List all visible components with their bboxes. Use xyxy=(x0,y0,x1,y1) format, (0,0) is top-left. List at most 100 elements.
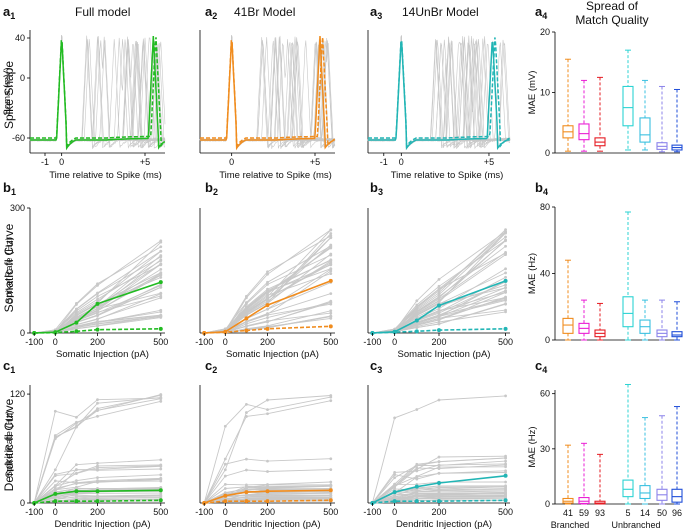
fi-b3-trace-point xyxy=(504,308,507,312)
fi-b2-trace-point xyxy=(266,295,269,299)
spike-a1-target-trace xyxy=(30,37,166,149)
fi-c3-target-point xyxy=(503,498,508,503)
fi-b1-target-point xyxy=(74,329,79,334)
fi-b1-trace-point xyxy=(159,276,163,279)
fi-c2-trace-point xyxy=(223,482,227,486)
fi-b3-trace-point xyxy=(437,295,441,298)
fi-c3-target-point xyxy=(437,499,441,504)
box-c4-ylabel: MAE (Hz) xyxy=(527,426,538,467)
spike-a2-xtick-label: +5 xyxy=(310,157,320,167)
fi-c1-xtick-label: 200 xyxy=(90,507,105,517)
fi-b3-trace-point xyxy=(504,230,507,234)
fi-b2-trace-point xyxy=(329,236,333,239)
fi-c1-trace-point xyxy=(96,494,99,498)
fi-b1-trace-point xyxy=(96,314,99,318)
fi-c3-trace-point xyxy=(393,484,397,488)
spike-a2-target-trace xyxy=(200,37,336,149)
fi-c1-trace-point xyxy=(96,408,99,412)
fi-b1-ytick-label: 0 xyxy=(20,328,25,338)
fi-c1-trace-point xyxy=(53,434,57,437)
box-c4-category-label: 41 xyxy=(563,508,573,518)
fi-b2-target-point xyxy=(328,324,333,329)
fi-c1-trace-point xyxy=(96,461,99,465)
box-b4-ytick-label: 0 xyxy=(545,335,550,345)
fi-c1-trace-point xyxy=(159,458,163,462)
fi-b3-xtick-label: 500 xyxy=(498,337,513,347)
fi-c3-trace-point xyxy=(415,462,419,466)
fi-b1-trace-point xyxy=(159,267,163,271)
box-c4-box xyxy=(594,500,606,505)
fi-c1-trace-point xyxy=(96,398,99,402)
box-a4-box xyxy=(639,117,651,143)
fi-b1-trace-point xyxy=(75,317,78,320)
fi-b1-target-point xyxy=(158,326,163,331)
fi-b1-trace-point xyxy=(96,282,99,286)
fi-b2-trace-point xyxy=(329,228,333,232)
fi-c3-trace-point xyxy=(415,466,419,470)
panel-label-c3: c3 xyxy=(370,358,382,375)
fi-c3-trace-point xyxy=(437,486,441,490)
spike-a1-xtick-label: 0 xyxy=(59,157,64,167)
fi-b2-trace-point xyxy=(245,313,248,317)
fi-c2-model-point xyxy=(244,490,249,495)
spike-a2-model-trace xyxy=(200,35,335,151)
box-c4-ytick-label: 60 xyxy=(540,389,550,399)
spike-a3-model-trace xyxy=(368,41,510,151)
fi-b3-trace-point xyxy=(504,235,507,239)
fi-b3-trace-point xyxy=(504,286,507,289)
fi-c2-trace-point xyxy=(266,486,269,490)
panel-label-c4: c4 xyxy=(535,358,547,375)
row-title-dendritic: Dendritic fI Curve xyxy=(2,398,16,491)
fi-c1-target-point xyxy=(95,499,100,504)
box-c4-box xyxy=(622,479,634,498)
fi-c1-trace-point xyxy=(159,467,163,471)
fi-b1-trace-point xyxy=(159,255,163,259)
fi-c2-trace-point xyxy=(329,480,333,484)
fi-b2-trace-point xyxy=(329,243,333,247)
fi-c3-trace-point xyxy=(504,484,507,488)
fi-c2-model-point xyxy=(328,488,333,493)
fi-b2-target-point xyxy=(265,326,270,331)
fi-c2-trace-point xyxy=(245,468,248,472)
fi-c3-trace-point xyxy=(393,416,397,420)
fi-c1-trace-point xyxy=(75,420,78,424)
fi-c2-xtick-label: 500 xyxy=(323,507,338,517)
fi-c2-target-point xyxy=(244,499,249,504)
fi-c3-model-point xyxy=(392,490,397,495)
fi-b1-trace-point xyxy=(159,273,163,277)
fi-c1-model-point xyxy=(158,488,163,493)
fi-b2-xlabel: Somatic Injection (pA) xyxy=(226,349,319,360)
fi-b1-model-point xyxy=(95,301,100,306)
panel-label-a3: a3 xyxy=(370,4,382,21)
fi-b1-trace-point xyxy=(96,307,99,311)
fi-b3-trace-point xyxy=(437,284,441,288)
fi-b2-trace-point xyxy=(266,292,269,296)
fi-b3-model-point xyxy=(503,278,508,283)
box-c4-ytick-label: 0 xyxy=(545,499,550,509)
fi-b2-trace-point xyxy=(266,307,269,311)
fi-b3-trace-point xyxy=(415,315,419,319)
fi-c3-trace-point xyxy=(437,489,441,493)
fi-b3-xlabel: Somatic Injection (pA) xyxy=(398,349,491,360)
fi-b2-xtick-label: -100 xyxy=(195,337,213,347)
fi-c1-trace-point xyxy=(53,484,57,488)
fi-b2-trace-point xyxy=(329,309,333,313)
fi-b3-trace-point xyxy=(437,277,441,281)
fi-c1-trace-point xyxy=(96,476,99,479)
fi-b2-xtick-label: 200 xyxy=(260,337,275,347)
fi-c1-target-point xyxy=(74,499,79,504)
fi-c2-trace-point xyxy=(223,424,227,428)
fi-b1-xlabel: Somatic Injection (pA) xyxy=(56,349,149,360)
fi-b2-trace-point xyxy=(245,306,248,310)
fi-c1-trace-point xyxy=(96,467,99,471)
fi-c2-target-point xyxy=(328,498,333,503)
fi-c3-trace-point xyxy=(504,454,507,458)
box-b4-box xyxy=(622,296,634,328)
fi-c1-trace-point xyxy=(75,425,78,429)
fi-c1-trace-point xyxy=(75,492,78,496)
fi-c1-trace-point xyxy=(75,479,78,483)
fi-c2-target-point xyxy=(265,499,270,504)
spike-a3-xtick-label: +5 xyxy=(484,157,494,167)
fi-c3-trace-point xyxy=(437,463,441,467)
fi-b2-model-point xyxy=(223,329,228,334)
